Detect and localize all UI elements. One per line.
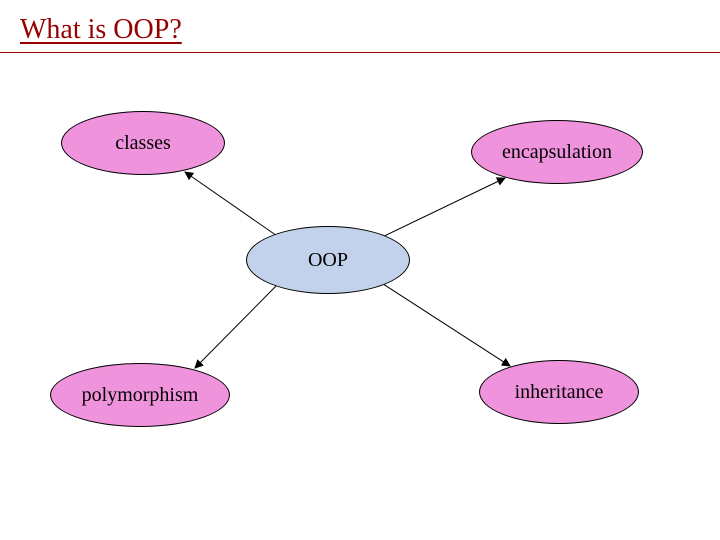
node-label: polymorphism: [82, 384, 199, 407]
node-inheritance: inheritance: [479, 360, 639, 424]
node-oop-center: OOP: [246, 226, 410, 294]
node-encapsulation: encapsulation: [471, 120, 643, 184]
node-label: OOP: [308, 249, 348, 272]
node-label: encapsulation: [502, 141, 612, 164]
node-polymorphism: polymorphism: [50, 363, 230, 427]
node-classes: classes: [61, 111, 225, 175]
slide-title: What is OOP?: [20, 14, 182, 46]
node-label: classes: [115, 132, 171, 155]
title-underline-rule: [0, 52, 720, 53]
node-label: inheritance: [515, 381, 604, 404]
